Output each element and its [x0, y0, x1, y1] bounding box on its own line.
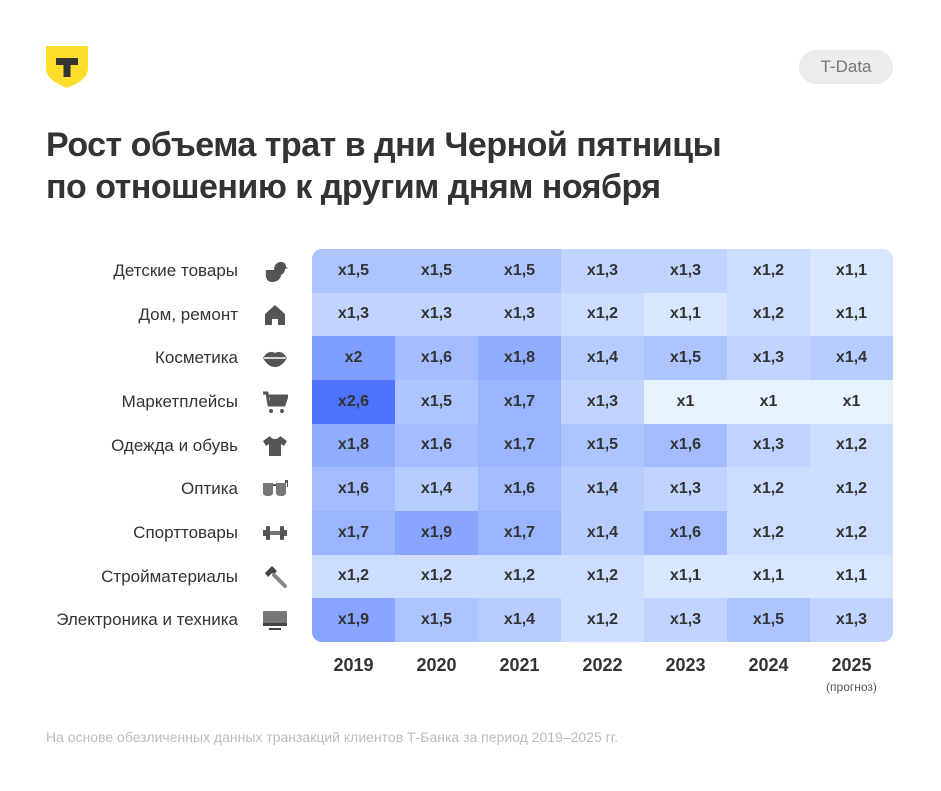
heatmap-cell: x1,3	[810, 598, 893, 642]
lips-icon	[263, 352, 287, 368]
heatmap-cell: x1,3	[561, 380, 644, 424]
row-label: Маркетплейсы	[121, 392, 238, 411]
row-label: Дом, ремонт	[138, 304, 238, 324]
heatmap-cell: x1,3	[644, 598, 727, 642]
column-label: 2025	[831, 655, 872, 675]
heatmap-grid: x1,5 x1,5 x1,5 x1,3 x1,3 x1,2 x1,1 x1,3 x1,3 x1,3…	[312, 249, 893, 642]
heatmap-cell: x1,5	[395, 598, 478, 642]
heatmap-cell: x1,5	[395, 380, 478, 424]
footnote: На основе обезличенных данных транзакций…	[46, 729, 619, 745]
heatmap-cell: x1,2	[478, 554, 561, 599]
dumbbell-icon	[263, 526, 287, 540]
heatmap-cell: x1,1	[810, 249, 893, 293]
heatmap-cell: x2,6	[312, 380, 395, 424]
heatmap-cell: x1,2	[810, 467, 893, 511]
heatmap-cell: x1,8	[312, 423, 395, 468]
heatmap-cell: x1,2	[561, 292, 644, 337]
heatmap-cell: x1	[644, 380, 727, 424]
heatmap-cell: x1,1	[644, 554, 727, 599]
heatmap-cell: x1,7	[478, 380, 561, 424]
heatmap-cell: x2	[312, 336, 395, 380]
heatmap-cell: x1,2	[561, 554, 644, 599]
heatmap-cell: x1,2	[727, 249, 810, 293]
tbank-logo-icon	[46, 46, 88, 88]
heatmap-cell: x1	[727, 380, 810, 424]
column-note: (прогноз)	[826, 680, 877, 694]
heatmap-cell: x1,9	[395, 511, 478, 555]
heatmap-cell: x1,5	[478, 249, 561, 293]
heatmap-cell: x1,7	[478, 511, 561, 555]
t-data-badge: T-Data	[799, 50, 893, 84]
column-label: 2022	[582, 655, 623, 675]
heatmap-cell: x1	[810, 380, 893, 424]
heatmap-cell: x1,6	[395, 423, 478, 468]
heatmap-cell: x1,4	[561, 467, 644, 511]
heatmap-cell: x1,8	[478, 336, 561, 380]
heatmap-cell: x1,5	[395, 249, 478, 293]
heatmap-cell: x1,1	[727, 554, 810, 599]
heatmap-cell: x1,6	[644, 511, 727, 555]
row-label: Косметика	[155, 348, 238, 368]
row-label: Одежда и обувь	[111, 435, 238, 455]
house-icon	[265, 304, 285, 325]
row-label: Детские товары	[113, 261, 238, 280]
heatmap-cell: x1,2	[727, 511, 810, 555]
duck-icon	[265, 262, 288, 282]
heatmap-cell: x1,2	[395, 554, 478, 599]
heatmap-cell: x1,1	[644, 292, 727, 337]
heatmap-cell: x1,4	[478, 598, 561, 642]
heatmap-cell: x1,7	[478, 423, 561, 468]
cart-icon	[263, 391, 288, 413]
row-label: Электроника и техника	[56, 610, 238, 630]
heatmap-cell: x1,1	[810, 554, 893, 599]
heatmap-cell: x1,6	[312, 467, 395, 511]
heatmap-cell: x1,3	[644, 467, 727, 511]
heatmap-cell: x1,5	[561, 423, 644, 468]
heatmap-cell: x1,2	[312, 554, 395, 599]
heatmap-cell: x1,3	[312, 292, 395, 337]
row-label: Стройматериалы	[101, 566, 238, 586]
tshirt-icon	[263, 435, 287, 456]
heatmap-cell: x1,4	[561, 511, 644, 555]
heatmap-cell: x1,5	[727, 598, 810, 642]
heatmap-cell: x1,6	[395, 336, 478, 380]
title-line-1: Рост объема трат в дни Черной пятницы	[46, 126, 722, 164]
row-label: Оптика	[181, 479, 238, 499]
heatmap-cell: x1,3	[561, 249, 644, 293]
heatmap-cell: x1,4	[561, 336, 644, 380]
heatmap-cell: x1,3	[727, 423, 810, 468]
heatmap-cell: x1,5	[644, 336, 727, 380]
heatmap-cell: x1,9	[312, 598, 395, 642]
heatmap-cell: x1,2	[727, 467, 810, 511]
column-label: 2023	[665, 655, 706, 675]
heatmap-cell: x1,1	[810, 292, 893, 337]
monitor-icon	[263, 611, 287, 631]
heatmap-cell: x1,3	[478, 292, 561, 337]
hammer-icon	[265, 565, 287, 588]
heatmap-cell: x1,5	[312, 249, 395, 293]
glasses-icon	[263, 480, 288, 497]
heatmap-cell: x1,6	[478, 467, 561, 511]
heatmap-cell: x1,4	[395, 467, 478, 511]
column-label: 2020	[416, 655, 457, 675]
heatmap-cell: x1,2	[810, 511, 893, 555]
heatmap-cell: x1,2	[810, 423, 893, 468]
heatmap-cell: x1,2	[561, 598, 644, 642]
heatmap-cell: x1,3	[727, 336, 810, 380]
column-label: 2019	[333, 655, 374, 675]
heatmap-cell: x1,6	[644, 423, 727, 468]
column-label: 2021	[499, 655, 540, 675]
heatmap-cell: x1,3	[395, 292, 478, 337]
heatmap-cell: x1,3	[644, 249, 727, 293]
title-line-2: по отношению к другим дням ноября	[46, 168, 661, 206]
page-title: Рост объема трат в дни Черной пятницы по…	[46, 124, 722, 208]
heatmap-cell: x1,7	[312, 511, 395, 555]
heatmap-cell: x1,2	[727, 292, 810, 337]
column-label: 2024	[748, 655, 789, 675]
row-label: Спорттовары	[133, 523, 238, 542]
heatmap-cell: x1,4	[810, 336, 893, 380]
